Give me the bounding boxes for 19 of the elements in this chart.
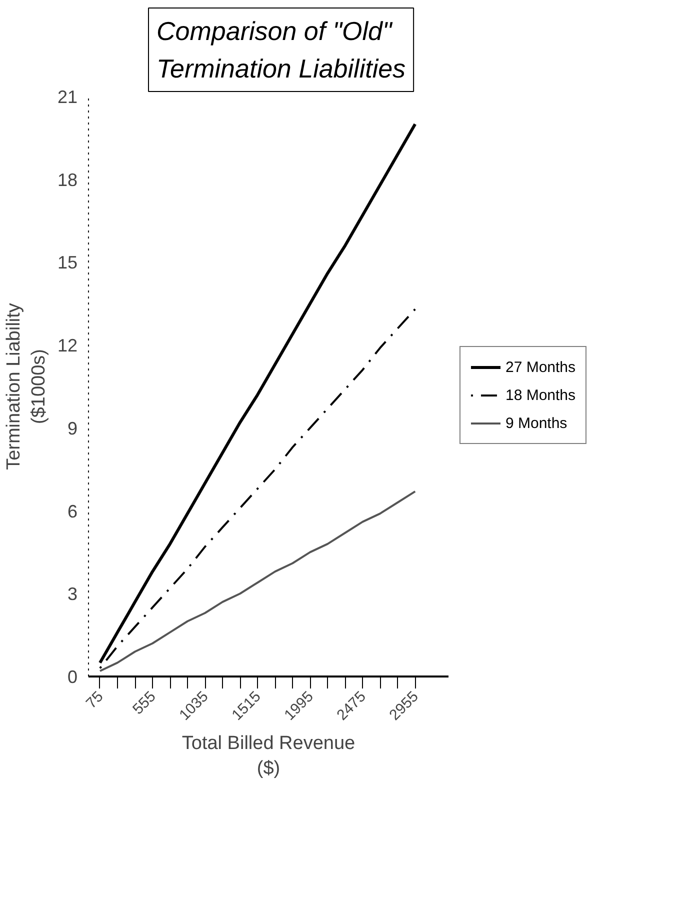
y-tick-label: 18 [57, 170, 78, 190]
y-axis-title: Termination Liability ($1000s) [3, 302, 50, 470]
y-tick-label: 9 [67, 418, 78, 438]
legend-label: 27 Months [505, 358, 576, 376]
chart-title: Comparison of "Old" Termination Liabilities [156, 16, 406, 84]
line-series [98, 122, 417, 664]
y-tick-label: 15 [57, 252, 78, 273]
y-tick-label: 21 [57, 87, 78, 107]
legend-label: 9 Months [505, 414, 568, 432]
line-series [98, 308, 416, 670]
x-tick-label: 555 [130, 688, 160, 718]
y-tick-label: 3 [67, 584, 78, 604]
y-tick-label: 6 [67, 501, 78, 522]
x-axis-title: Total Billed Revenue ($) [182, 732, 356, 780]
line-series [98, 490, 416, 672]
x-tick-label: 75 [82, 688, 107, 712]
y-tick-label: 12 [57, 336, 78, 356]
legend-label: 18 Months [505, 386, 576, 404]
y-tick-label: 0 [67, 667, 78, 687]
